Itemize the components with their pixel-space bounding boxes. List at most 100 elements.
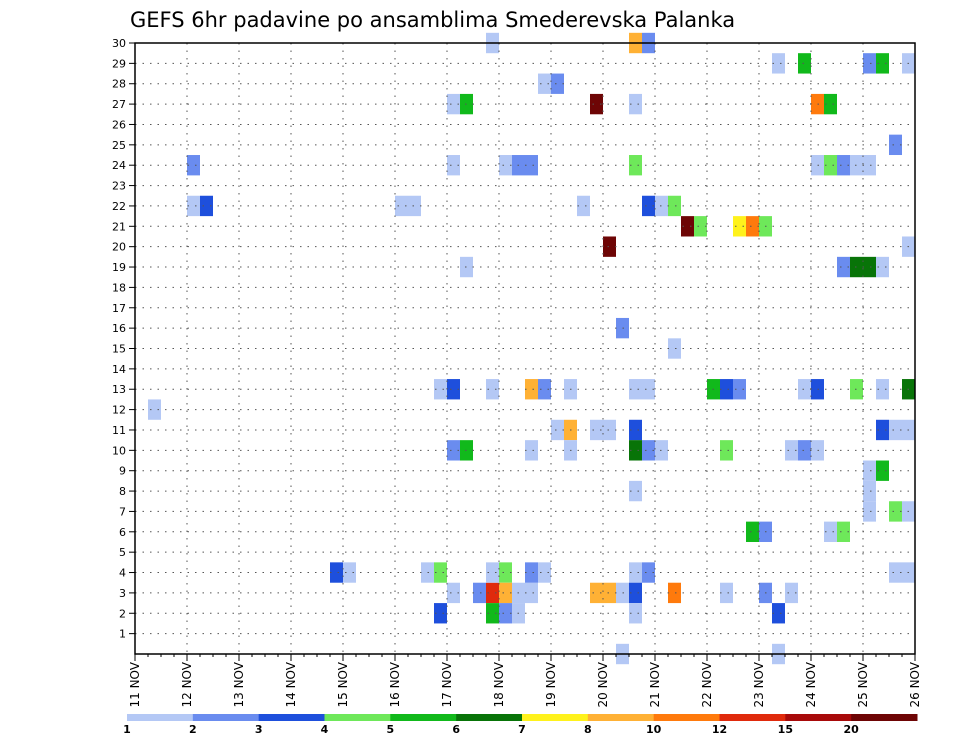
heatmap-cell (343, 562, 356, 583)
heatmap-cell (629, 440, 642, 461)
y-axis: 1234567891011121314151617181920212223242… (112, 37, 135, 641)
heatmap-cell (525, 562, 538, 583)
heatmap-cell (720, 582, 733, 604)
heatmap-cell (486, 582, 499, 604)
heatmap-cell (525, 379, 538, 400)
heatmap-cell (629, 582, 642, 604)
heatmap-cell (668, 195, 681, 217)
colorbar-label: 6 (452, 723, 460, 736)
heatmap-cell (746, 521, 759, 542)
y-tick-label: 6 (119, 526, 126, 539)
x-tick-label: 19 NOV (544, 661, 558, 707)
colorbar-segment (653, 714, 720, 721)
heatmap-cell (603, 419, 616, 441)
x-tick-label: 12 NOV (180, 661, 194, 707)
heatmap-cell (798, 379, 811, 400)
heatmap-cell (798, 440, 811, 461)
y-tick-label: 20 (112, 241, 126, 254)
heatmap-cell (187, 155, 200, 176)
y-tick-label: 24 (112, 159, 126, 172)
heatmap-cell (889, 419, 902, 441)
x-tick-label: 20 NOV (596, 661, 610, 707)
heatmap-cell (720, 440, 733, 461)
heatmap-cell (746, 216, 759, 237)
y-tick-label: 29 (112, 57, 126, 70)
y-tick-label: 7 (119, 505, 126, 518)
heatmap-cell (772, 603, 785, 624)
colorbar-label: 5 (387, 723, 395, 736)
heatmap-cell (629, 379, 642, 400)
colorbar: 1 2 3 4 5 6 7 8 10 12 15 20 (123, 714, 918, 736)
colorbar-label: 4 (321, 723, 329, 736)
heatmap-cell (447, 582, 460, 604)
heatmap-cell (629, 155, 642, 176)
y-tick-label: 5 (119, 546, 126, 559)
y-tick-label: 14 (112, 363, 126, 376)
heatmap-cell (447, 440, 460, 461)
heatmap-cell (824, 93, 837, 115)
heatmap-cell (148, 399, 161, 420)
heatmap-cell (876, 419, 889, 441)
heatmap-cell (473, 582, 486, 604)
heatmap-cell (447, 155, 460, 176)
heatmap-cell (525, 582, 538, 604)
heatmap-cell (889, 134, 902, 156)
heatmap-cell (499, 155, 512, 176)
heatmap-cell (694, 216, 707, 237)
colorbar-label: 10 (646, 723, 662, 736)
x-tick-label: 21 NOV (648, 661, 662, 707)
heatmap-cell (603, 236, 616, 257)
heatmap-cell (486, 562, 499, 583)
x-axis: 11 NOV 12 NOV 13 NOV 14 NOV 15 NOV 16 NOV 17 N… (128, 654, 922, 708)
heatmap-cell (434, 379, 447, 400)
x-tick-label: 13 NOV (232, 661, 246, 707)
y-tick-label: 30 (112, 37, 126, 50)
x-tick-label: 15 NOV (336, 661, 350, 707)
heatmap-cell (642, 440, 655, 461)
y-tick-label: 15 (112, 343, 126, 356)
cells-layer (148, 32, 915, 665)
heatmap-cell (642, 195, 655, 217)
heatmap-cell (525, 155, 538, 176)
heatmap-cell (876, 256, 889, 278)
heatmap-cell (538, 562, 551, 583)
heatmap-cell (876, 53, 889, 74)
heatmap-cell (889, 501, 902, 522)
colorbar-segment (587, 714, 655, 721)
y-tick-label: 23 (112, 180, 126, 193)
y-tick-label: 2 (119, 607, 126, 620)
heatmap-cell (824, 521, 837, 542)
colorbar-segment (719, 714, 786, 721)
heatmap-cell (733, 216, 746, 237)
heatmap-cell (863, 155, 876, 176)
heatmap-cell (525, 440, 538, 461)
y-tick-label: 12 (112, 404, 126, 417)
x-tick-label: 14 NOV (284, 661, 298, 707)
heatmap-cell (499, 582, 512, 604)
x-tick-label: 24 NOV (804, 661, 818, 707)
colorbar-segment (851, 714, 918, 721)
heatmap-cell (681, 216, 694, 237)
y-tick-label: 28 (112, 78, 126, 91)
y-tick-label: 3 (119, 587, 126, 600)
colorbar-label: 20 (844, 723, 860, 736)
colorbar-label: 1 (123, 723, 131, 736)
y-tick-label: 16 (112, 322, 126, 335)
y-tick-label: 18 (112, 281, 126, 294)
colorbar-segment (127, 714, 194, 721)
heatmap-cell (447, 379, 460, 400)
heatmap-cell (668, 582, 681, 604)
heatmap-cell (434, 603, 447, 624)
y-tick-label: 1 (119, 628, 126, 641)
heatmap-cell (551, 73, 564, 94)
colorbar-segment (258, 714, 325, 721)
heatmap-cell (590, 93, 603, 115)
heatmap-cell (538, 379, 551, 400)
x-tick-label: 25 NOV (856, 661, 870, 707)
heatmap-cell (187, 195, 200, 217)
heatmap-cell (499, 603, 512, 624)
y-tick-label: 13 (112, 383, 126, 396)
heatmap-cell (200, 195, 213, 217)
colorbar-segment (390, 714, 457, 721)
heatmap-cell (486, 379, 499, 400)
